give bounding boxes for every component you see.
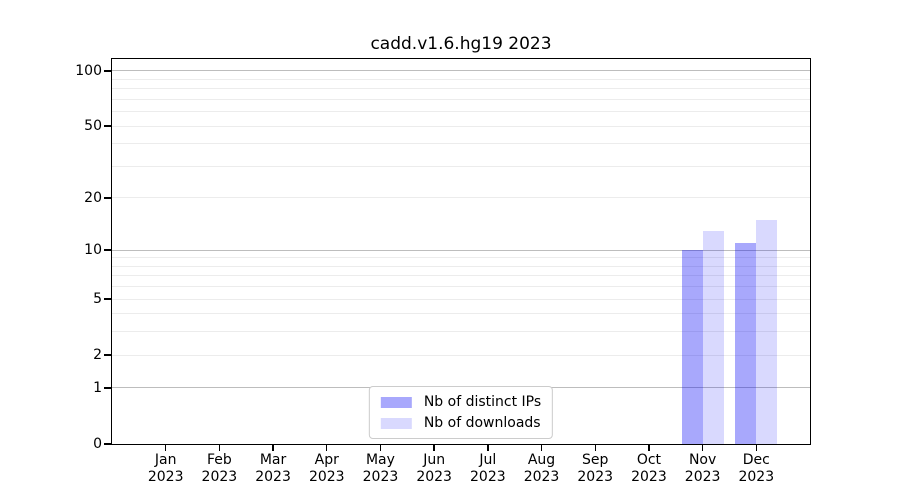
gridline-minor-3: [112, 331, 810, 333]
x-tick-month: Dec: [742, 452, 770, 468]
gridline-minor-60: [112, 111, 810, 113]
y-tick-mark-1: [104, 387, 111, 389]
y-tick-label-50: 50: [84, 118, 102, 135]
y-tick-mark-5: [104, 298, 111, 300]
bars-layer: [112, 59, 810, 444]
gridline-minor-6: [112, 286, 810, 288]
y-tick-mark-100: [104, 70, 111, 72]
legend-swatch-distinct-ips: [380, 396, 412, 408]
x-tick-label-nov: Nov 2023: [673, 452, 733, 486]
bar-nb-of-downloads-dec: [756, 219, 778, 444]
x-tick-mark-oct: [648, 445, 650, 451]
bar-nb-of-distinct-ips-dec: [735, 243, 757, 444]
x-tick-mark-jun: [433, 445, 435, 451]
x-tick-year: 2023: [577, 469, 614, 485]
legend-item-distinct-ips: Nb of distinct IPs: [380, 394, 542, 410]
x-tick-mark-jul: [487, 445, 489, 451]
x-tick-year: 2023: [362, 469, 399, 485]
x-tick-label-sep: Sep 2023: [565, 452, 625, 486]
legend-label-downloads: Nb of downloads: [423, 415, 541, 431]
y-tick-label-5: 5: [93, 291, 102, 308]
bar-nb-of-distinct-ips-nov: [681, 250, 703, 444]
x-tick-mark-nov: [701, 445, 704, 451]
x-tick-month: Jul: [479, 452, 497, 468]
x-tick-year: 2023: [147, 469, 184, 485]
gridline-major-10: [112, 249, 810, 251]
gridline-minor-80: [112, 88, 810, 90]
y-tick-label-100: 100: [75, 62, 102, 79]
x-tick-mark-sep: [594, 445, 596, 451]
x-tick-mark-jan: [164, 445, 167, 451]
x-tick-label-oct: Oct 2023: [619, 452, 679, 486]
x-tick-year: 2023: [631, 469, 667, 485]
x-tick-mark-feb: [218, 445, 221, 451]
x-tick-month: Sep: [582, 452, 609, 468]
legend: Nb of distinct IPs Nb of downloads: [368, 386, 554, 439]
x-tick-label-jun: Jun 2023: [404, 452, 464, 486]
x-tick-label-jul: Jul 2023: [458, 452, 518, 486]
x-tick-label-feb: Feb 2023: [189, 452, 249, 486]
y-tick-label-10: 10: [84, 242, 102, 259]
x-tick-label-apr: Apr 2023: [297, 452, 357, 486]
gridline-minor-40: [112, 143, 810, 145]
x-tick-month: Feb: [206, 452, 232, 468]
x-tick-year: 2023: [416, 469, 452, 485]
x-tick-year: 2023: [255, 469, 291, 485]
chart-title: cadd.v1.6.hg19 2023: [370, 34, 552, 54]
gridline-minor-50: [112, 125, 810, 127]
x-tick-mark-aug: [540, 445, 543, 451]
x-tick-year: 2023: [523, 469, 560, 485]
x-tick-month: Aug: [527, 452, 556, 468]
plot-area: Nb of distinct IPs Nb of downloads: [111, 58, 811, 445]
y-tick-mark-10: [104, 249, 111, 251]
legend-label-distinct-ips: Nb of distinct IPs: [423, 394, 542, 410]
gridline-minor-30: [112, 165, 810, 167]
x-tick-year: 2023: [684, 469, 721, 485]
x-tick-month: Mar: [259, 452, 287, 468]
bar-nb-of-downloads-nov: [702, 230, 724, 444]
y-tick-label-1: 1: [93, 379, 102, 396]
gridline-minor-90: [112, 78, 810, 80]
x-tick-label-dec: Dec 2023: [726, 452, 786, 486]
y-tick-mark-2: [104, 354, 111, 356]
y-tick-label-20: 20: [84, 189, 102, 206]
gridline-minor-4: [112, 313, 810, 315]
x-tick-year: 2023: [470, 469, 506, 485]
x-tick-label-aug: Aug 2023: [512, 452, 572, 486]
y-tick-label-0: 0: [93, 436, 102, 452]
x-tick-label-mar: Mar 2023: [243, 452, 303, 486]
x-tick-mark-dec: [755, 445, 757, 451]
x-tick-year: 2023: [738, 469, 775, 485]
gridline-minor-8: [112, 265, 810, 267]
x-tick-year: 2023: [201, 469, 238, 485]
gridline-major-100: [112, 70, 810, 72]
gridline-minor-70: [112, 98, 810, 100]
x-tick-label-may: May 2023: [350, 452, 410, 486]
gridline-minor-5: [112, 298, 810, 300]
gridline-minor-9: [112, 257, 810, 259]
gridline-minor-2: [112, 354, 810, 356]
gridline-minor-20: [112, 197, 810, 199]
x-tick-mark-may: [379, 445, 382, 451]
x-tick-month: Nov: [688, 452, 717, 468]
x-tick-mark-apr: [326, 445, 328, 451]
x-tick-month: Jun: [423, 452, 446, 468]
x-tick-mark-mar: [272, 445, 274, 451]
y-tick-mark-20: [104, 197, 111, 199]
y-tick-mark-50: [104, 125, 111, 127]
legend-item-downloads: Nb of downloads: [380, 415, 541, 431]
x-tick-month: Jan: [154, 452, 177, 468]
x-tick-month: Apr: [314, 452, 339, 468]
x-tick-label-jan: Jan 2023: [136, 452, 196, 486]
y-tick-mark-0: [104, 443, 111, 445]
y-tick-label-2: 2: [93, 347, 102, 364]
gridline-minor-7: [112, 275, 810, 277]
legend-swatch-downloads: [380, 417, 412, 429]
x-tick-month: May: [365, 452, 395, 468]
x-tick-month: Oct: [636, 452, 662, 468]
x-tick-year: 2023: [308, 469, 345, 485]
